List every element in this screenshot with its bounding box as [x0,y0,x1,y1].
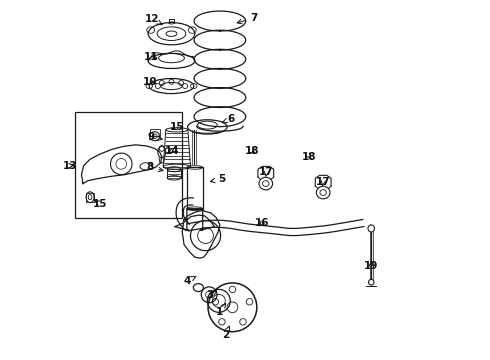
Bar [187,167,203,209]
Text: 19: 19 [364,261,378,271]
Text: 2: 2 [221,326,229,340]
Text: 9: 9 [147,132,162,142]
Text: 3: 3 [206,291,217,301]
Text: 11: 11 [144,52,158,62]
Text: 14: 14 [165,145,180,156]
Text: 6: 6 [222,114,235,124]
Bar [87,193,94,202]
Text: 8: 8 [147,162,163,172]
Text: 17: 17 [316,177,330,187]
Text: 17: 17 [259,167,274,177]
Text: 5: 5 [210,174,225,184]
Text: 4: 4 [183,276,196,286]
Text: 16: 16 [255,218,270,228]
Text: 7: 7 [237,13,258,24]
Text: 15: 15 [93,199,107,209]
Bar [149,129,160,136]
Text: 18: 18 [302,152,317,162]
Bar [74,112,182,218]
Text: 12: 12 [145,14,163,25]
Text: 10: 10 [143,77,157,87]
Text: 18: 18 [245,146,259,156]
Text: 13: 13 [63,161,77,171]
Text: 15: 15 [170,122,184,132]
Text: 1: 1 [216,303,226,317]
